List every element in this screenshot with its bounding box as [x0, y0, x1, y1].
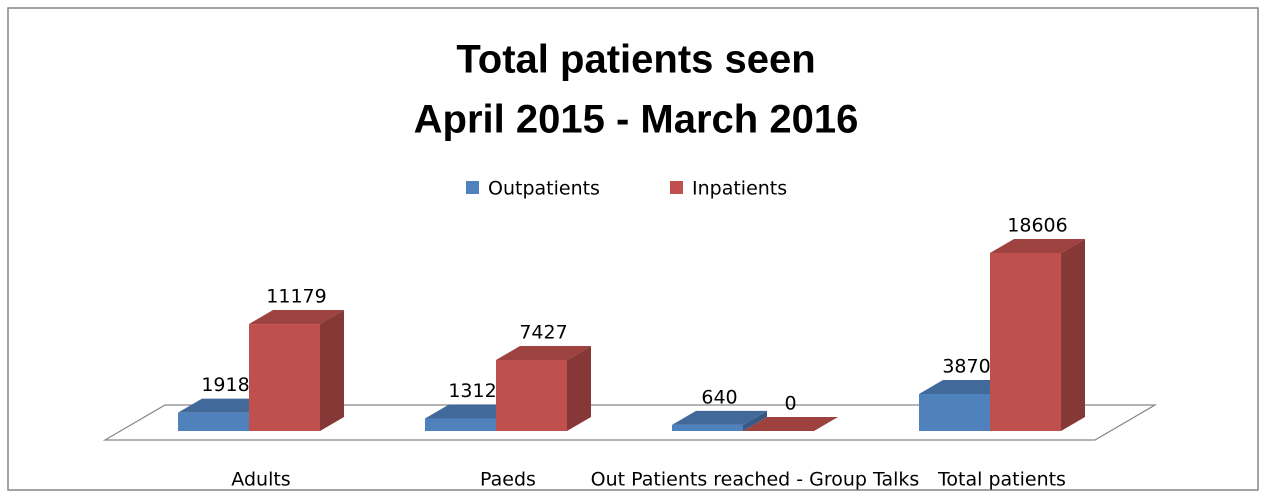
data-label: 7427: [519, 321, 567, 343]
chart-title: Total patients seen: [456, 38, 815, 82]
bar-side: [1061, 239, 1085, 431]
bar-top: [990, 239, 1085, 253]
x-tick-label: Out Patients reached - Group Talks: [591, 469, 920, 491]
legend-label: Outpatients: [488, 178, 600, 200]
x-tick-label: Paeds: [480, 469, 536, 491]
x-tick-label: Total patients: [937, 469, 1066, 491]
data-label: 640: [701, 386, 737, 408]
data-label: 0: [784, 393, 796, 415]
x-tick-label: Adults: [231, 469, 290, 491]
bar-side: [743, 410, 767, 431]
bar-side: [567, 345, 591, 431]
bar-top: [672, 410, 767, 425]
legend-swatch: [466, 181, 479, 194]
bar: [919, 393, 990, 431]
data-label: 18606: [1007, 215, 1067, 237]
data-label: 3870: [942, 355, 990, 377]
bar-top: [743, 417, 838, 431]
bar: [990, 253, 1061, 431]
bar-top: [249, 310, 344, 325]
bar-top: [496, 345, 591, 360]
bar: [672, 424, 743, 431]
chart-subtitle: April 2015 - March 2016: [414, 98, 859, 142]
data-label: 1918: [201, 374, 249, 396]
legend-swatch: [670, 181, 683, 194]
bar: [178, 412, 249, 431]
bar: [496, 359, 567, 431]
data-label: 1312: [448, 380, 496, 402]
floor: [102, 404, 1158, 441]
data-label: 11179: [266, 286, 326, 308]
bar-side: [320, 310, 344, 431]
bar: [249, 324, 320, 431]
legend-label: Inpatients: [692, 178, 787, 200]
bar: [425, 418, 496, 431]
